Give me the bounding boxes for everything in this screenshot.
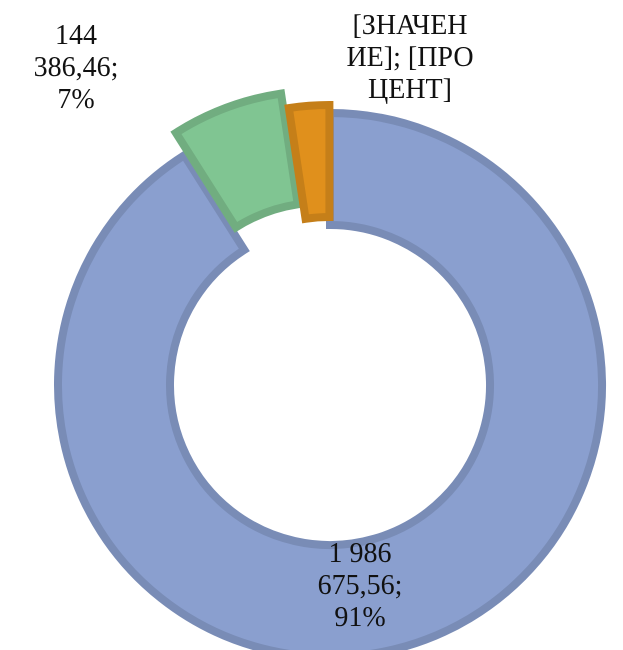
data-label: 1 986 675,56; 91% [317, 538, 403, 633]
data-label: [ЗНАЧЕНИЕ]; [ПРОЦЕНТ] [346, 10, 474, 105]
data-label: 144 386,46; 7% [33, 20, 119, 115]
slice [284, 101, 334, 224]
slice [54, 108, 606, 650]
slice [170, 89, 303, 233]
